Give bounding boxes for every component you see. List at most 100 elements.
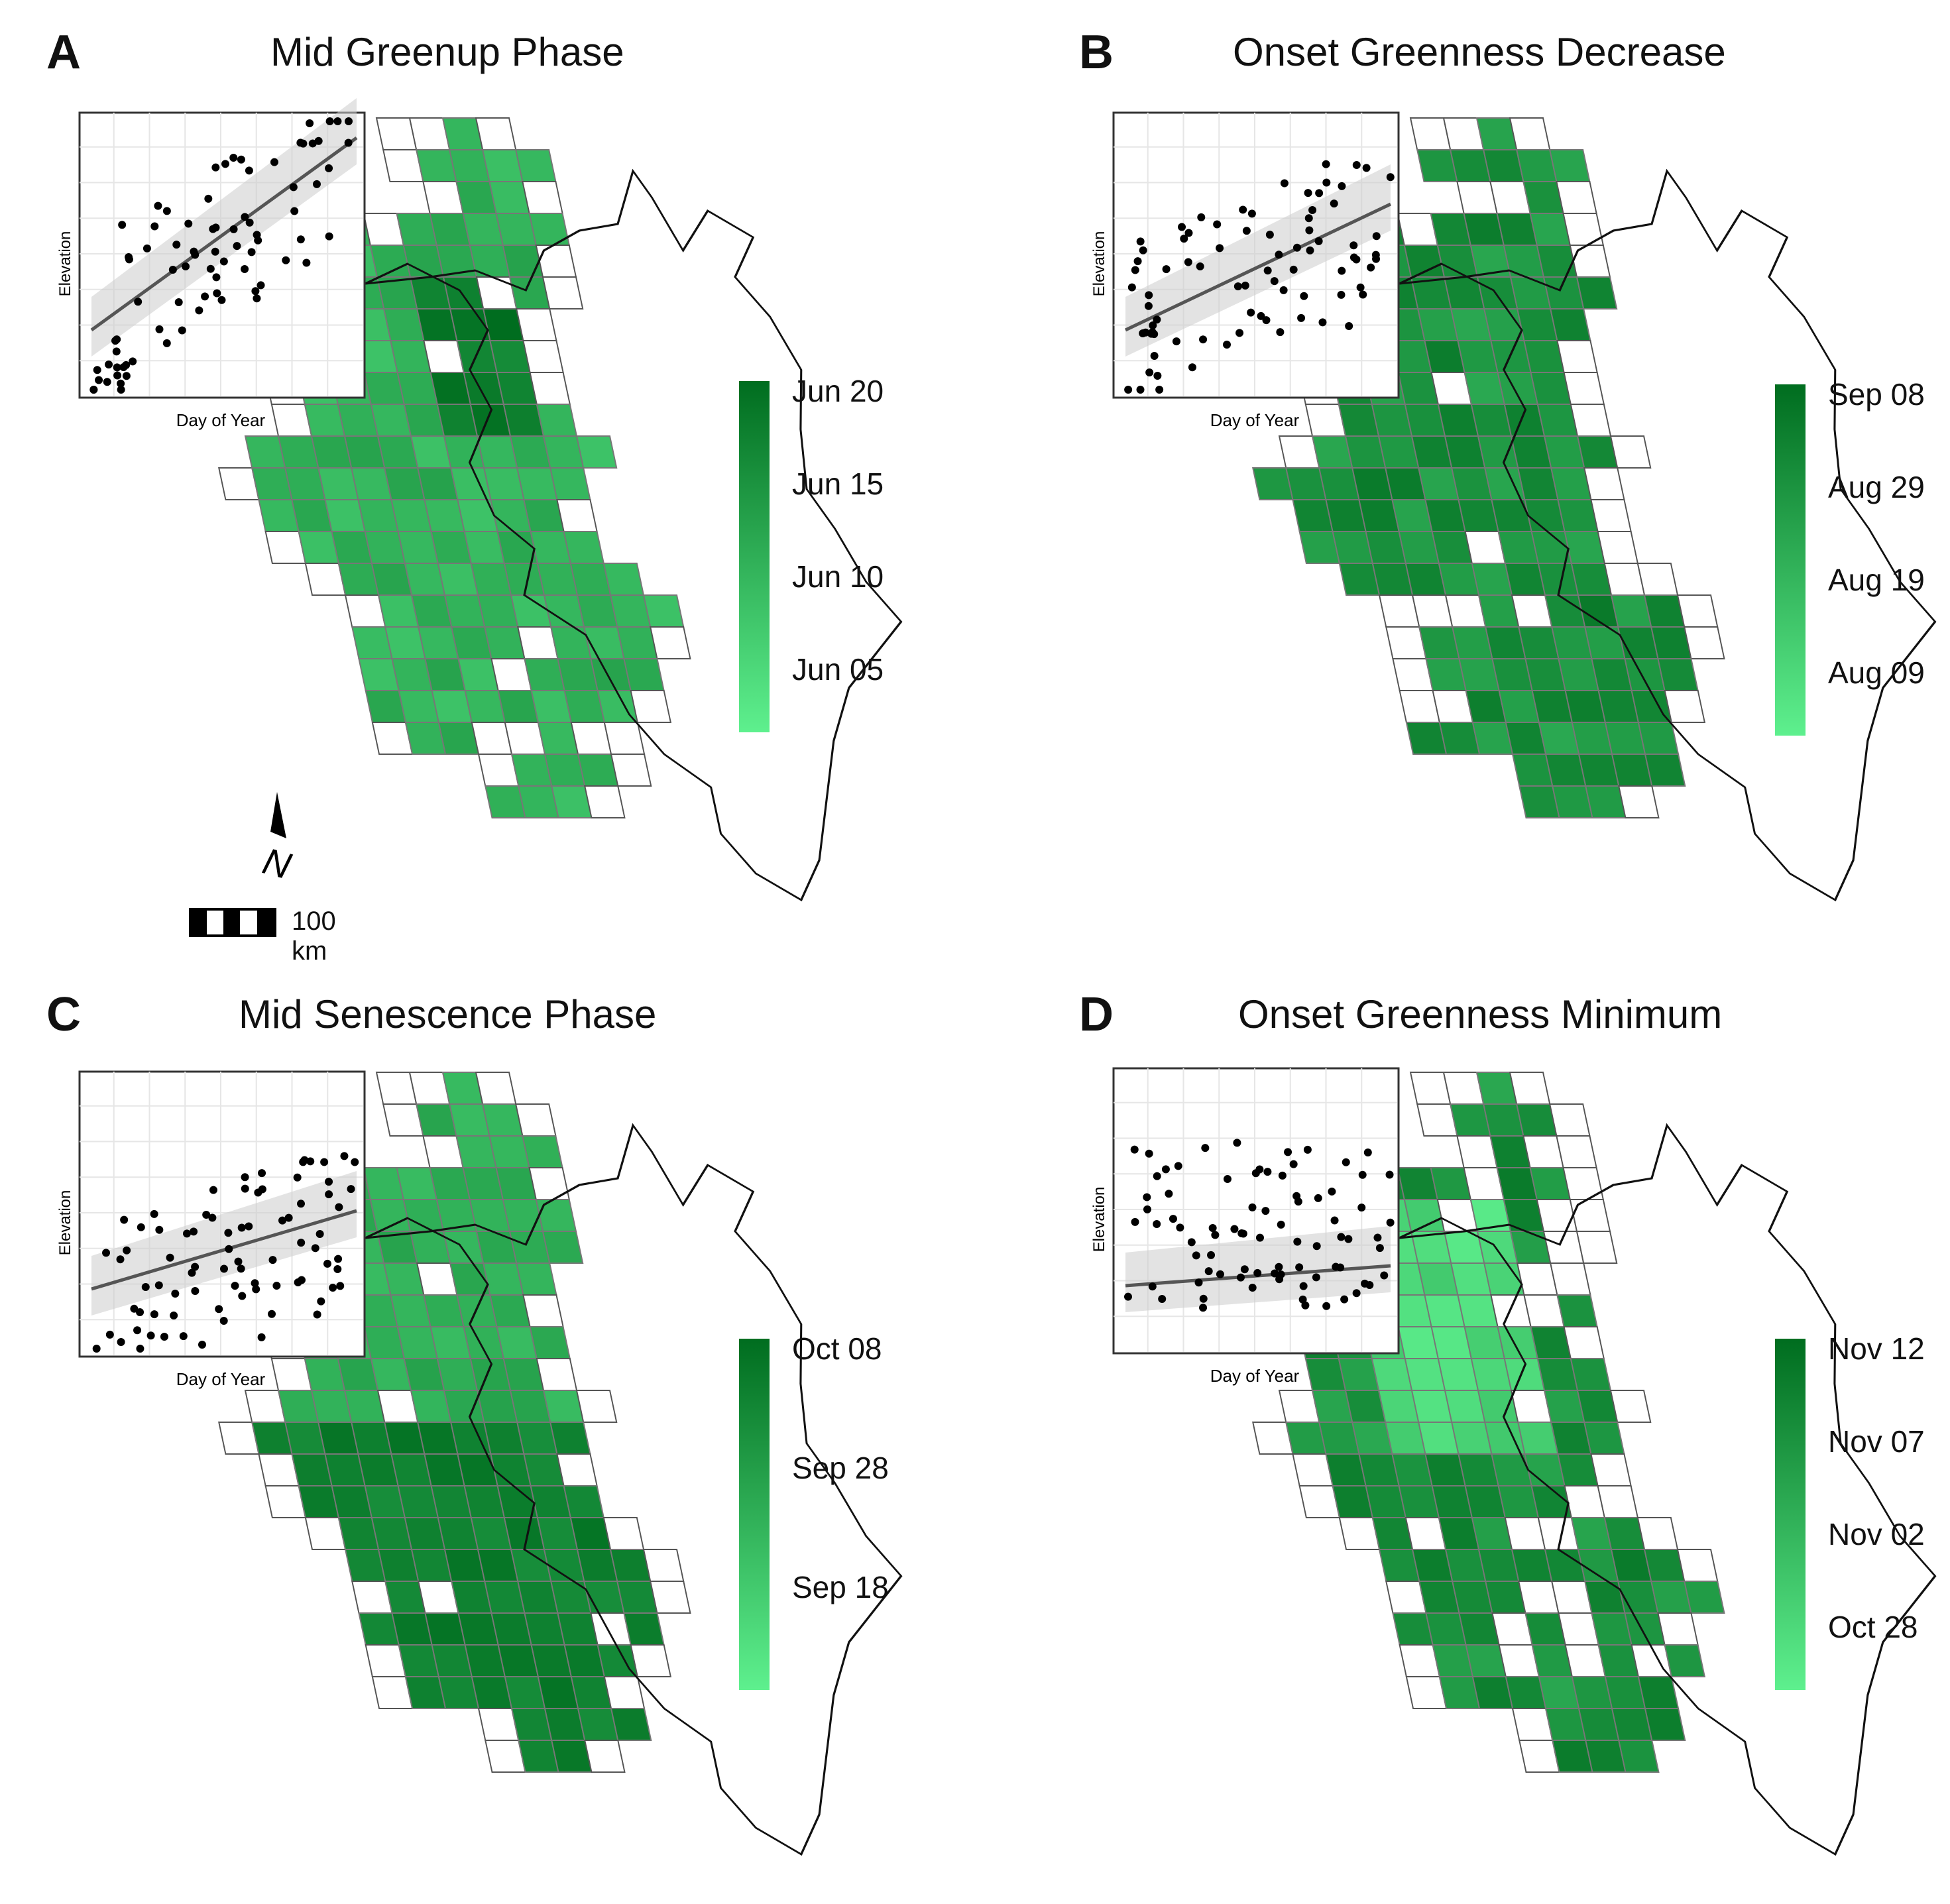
data-point bbox=[252, 1285, 260, 1294]
grid-cell bbox=[623, 1612, 665, 1646]
data-point bbox=[1130, 1145, 1139, 1154]
data-point bbox=[297, 1200, 306, 1208]
data-point bbox=[314, 137, 323, 145]
data-point bbox=[172, 241, 181, 249]
scale-bar-label: 100 km bbox=[292, 907, 336, 966]
data-point bbox=[333, 117, 342, 125]
data-point bbox=[166, 1253, 174, 1262]
legend-gradient-bar bbox=[739, 381, 770, 732]
data-point bbox=[344, 139, 353, 147]
data-point bbox=[1271, 1269, 1279, 1278]
grid-cell bbox=[542, 1231, 584, 1264]
data-point bbox=[1344, 1235, 1353, 1243]
data-point bbox=[1145, 291, 1153, 300]
data-point bbox=[272, 1282, 281, 1290]
grid-cell bbox=[1676, 594, 1719, 628]
data-point bbox=[1375, 1244, 1384, 1253]
data-point bbox=[1197, 213, 1206, 221]
data-point bbox=[1165, 1190, 1173, 1198]
data-point bbox=[245, 166, 253, 175]
data-point bbox=[1242, 227, 1251, 235]
data-point bbox=[119, 363, 128, 372]
grid-cell bbox=[1664, 1644, 1706, 1677]
data-point bbox=[162, 207, 171, 215]
data-point bbox=[209, 1186, 217, 1194]
data-point bbox=[251, 1279, 259, 1288]
grid-cell bbox=[1597, 1485, 1639, 1518]
grid-cell bbox=[535, 1199, 577, 1232]
data-point bbox=[284, 1213, 293, 1222]
elevation-scatter-inset: Day of Year Elevation bbox=[1090, 1067, 1400, 1386]
grid-cell bbox=[1644, 1708, 1686, 1741]
grid-cell bbox=[1570, 404, 1612, 437]
data-point bbox=[1265, 231, 1274, 239]
data-point bbox=[344, 117, 353, 125]
data-point bbox=[1123, 1292, 1132, 1301]
data-point bbox=[1172, 337, 1180, 346]
data-point bbox=[1352, 255, 1361, 264]
grid-cell bbox=[1590, 1453, 1632, 1486]
grid-cell bbox=[650, 1581, 691, 1614]
grid-cell bbox=[1637, 722, 1680, 755]
grid-cell bbox=[1644, 754, 1686, 787]
data-point bbox=[1277, 1220, 1285, 1229]
grid-cell bbox=[1597, 531, 1639, 564]
data-point bbox=[1230, 1225, 1239, 1233]
data-point bbox=[1127, 283, 1136, 292]
elevation-scatter-inset: Day of Year Elevation bbox=[56, 1070, 366, 1389]
data-point bbox=[1199, 1294, 1208, 1303]
data-point bbox=[1372, 232, 1381, 241]
grid-cell bbox=[542, 276, 584, 309]
data-point bbox=[233, 242, 241, 251]
data-point bbox=[299, 1158, 308, 1166]
data-point bbox=[1318, 318, 1327, 327]
confidence-band bbox=[1125, 164, 1391, 357]
data-point bbox=[237, 155, 245, 164]
data-point bbox=[1240, 1265, 1249, 1274]
data-point bbox=[302, 258, 311, 267]
panel-title: Mid Senescence Phase bbox=[239, 992, 657, 1036]
data-point bbox=[1162, 265, 1171, 274]
data-point bbox=[188, 1268, 196, 1277]
grid-cell bbox=[549, 467, 591, 500]
grid-cell bbox=[1570, 1358, 1612, 1391]
data-point bbox=[293, 1173, 302, 1182]
data-point bbox=[1213, 220, 1222, 229]
data-point bbox=[102, 1249, 111, 1257]
data-point bbox=[217, 296, 226, 304]
data-point bbox=[251, 287, 260, 296]
data-point bbox=[1304, 189, 1312, 197]
data-point bbox=[219, 1316, 228, 1325]
data-point bbox=[311, 1244, 319, 1253]
data-point bbox=[1161, 1165, 1170, 1174]
grid-cell bbox=[1583, 467, 1625, 500]
data-point bbox=[1139, 329, 1147, 337]
data-point bbox=[117, 379, 125, 388]
data-point bbox=[1149, 321, 1157, 329]
data-point bbox=[1275, 251, 1283, 259]
legend-tick-label: Jun 20 bbox=[792, 374, 884, 408]
panel-a: A Mid Greenup Phase Day of Year Elevation… bbox=[0, 0, 975, 966]
grid-cell bbox=[556, 1453, 598, 1486]
data-point bbox=[1196, 262, 1204, 270]
data-point bbox=[112, 347, 121, 356]
grid-cell bbox=[1609, 435, 1652, 469]
data-point bbox=[247, 248, 256, 256]
region-outline bbox=[365, 168, 903, 902]
data-point bbox=[1241, 281, 1249, 290]
data-point bbox=[315, 1230, 324, 1239]
grid-cell bbox=[610, 1708, 652, 1741]
data-point bbox=[160, 1332, 168, 1341]
panel-title: Mid Greenup Phase bbox=[270, 30, 624, 74]
data-point bbox=[1192, 1251, 1200, 1260]
data-point bbox=[296, 235, 305, 244]
legend-gradient-bar bbox=[739, 1339, 770, 1690]
data-point bbox=[1277, 1270, 1285, 1278]
data-point bbox=[1153, 1172, 1161, 1180]
data-point bbox=[253, 231, 261, 239]
data-point bbox=[1300, 292, 1308, 300]
data-point bbox=[1306, 246, 1314, 254]
y-axis-label: Elevation bbox=[1090, 231, 1108, 297]
legend-tick-label: Oct 28 bbox=[1828, 1610, 1918, 1644]
panel-letter: B bbox=[1079, 26, 1114, 79]
